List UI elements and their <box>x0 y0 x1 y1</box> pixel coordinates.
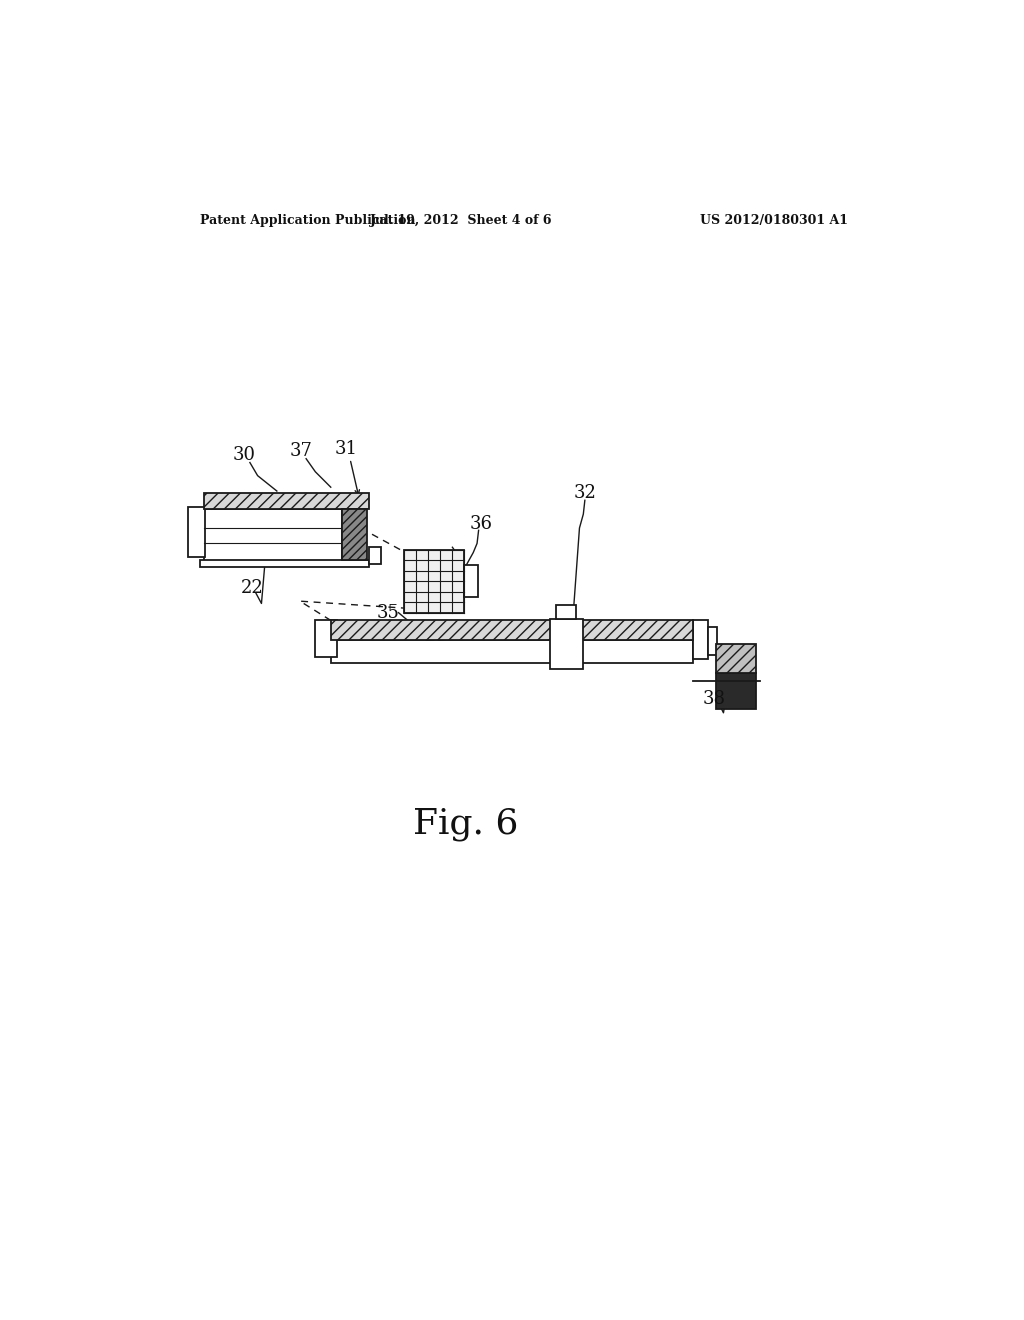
Text: 31: 31 <box>335 441 357 458</box>
Bar <box>556 605 575 619</box>
Text: Patent Application Publication: Patent Application Publication <box>200 214 416 227</box>
Bar <box>716 644 756 673</box>
Bar <box>342 508 367 561</box>
Text: 22: 22 <box>241 579 263 597</box>
Text: 30: 30 <box>233 446 256 463</box>
Bar <box>331 640 692 663</box>
Text: 32: 32 <box>573 484 596 503</box>
Bar <box>204 508 342 562</box>
Bar <box>716 673 756 709</box>
Bar <box>331 620 692 640</box>
Bar <box>204 494 370 508</box>
Bar <box>550 619 583 669</box>
Bar <box>708 627 717 655</box>
Text: 24: 24 <box>423 627 446 644</box>
Bar <box>370 548 381 564</box>
Bar <box>315 620 337 656</box>
Bar <box>403 549 464 612</box>
Text: 35: 35 <box>377 603 400 622</box>
Bar <box>331 620 692 640</box>
Bar <box>200 560 370 566</box>
Text: 38: 38 <box>702 690 726 708</box>
Text: Fig. 6: Fig. 6 <box>413 808 518 841</box>
Bar <box>188 507 205 557</box>
Bar <box>204 494 370 508</box>
Bar <box>464 565 478 597</box>
Bar <box>342 508 367 561</box>
Bar <box>692 620 708 659</box>
Text: 36: 36 <box>469 515 493 533</box>
Text: US 2012/0180301 A1: US 2012/0180301 A1 <box>700 214 848 227</box>
Text: Jul. 19, 2012  Sheet 4 of 6: Jul. 19, 2012 Sheet 4 of 6 <box>371 214 553 227</box>
Text: 37: 37 <box>290 442 313 459</box>
Bar <box>716 644 756 673</box>
